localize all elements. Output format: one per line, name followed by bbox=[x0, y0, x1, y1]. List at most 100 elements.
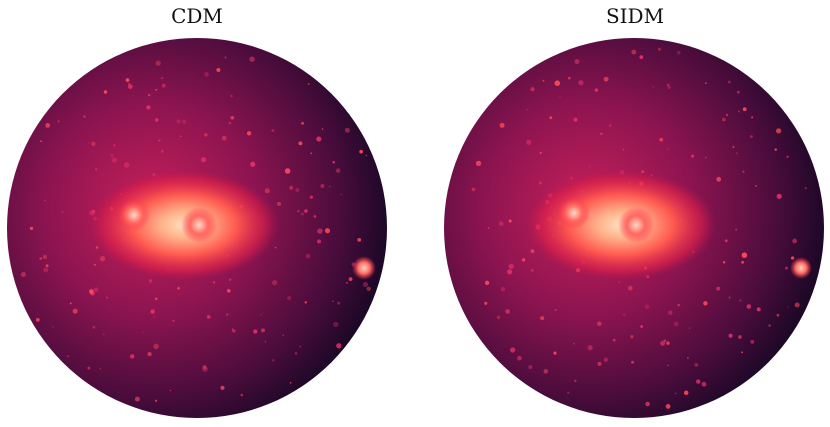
subhalo-dot bbox=[99, 368, 102, 370]
subhalo-dot bbox=[202, 365, 207, 370]
subhalo-dot bbox=[160, 149, 164, 153]
subhalo-dot bbox=[597, 361, 602, 366]
subhalo-dot bbox=[229, 278, 232, 281]
subhalo-dot bbox=[333, 321, 339, 328]
subhalo-dot bbox=[150, 309, 155, 314]
subhalo-dot bbox=[608, 124, 612, 127]
subhalo-dot bbox=[212, 281, 216, 284]
subhalo-dot bbox=[172, 319, 175, 322]
subhalo-dot bbox=[667, 364, 669, 367]
subhalo-dot bbox=[567, 391, 570, 394]
subhalo-dot bbox=[741, 351, 743, 354]
subhalo-dot bbox=[738, 335, 742, 339]
subhalo-dot bbox=[735, 152, 738, 155]
subhalo-dot bbox=[261, 328, 265, 333]
subhalo-dot bbox=[88, 142, 91, 144]
subhalo-dot bbox=[728, 333, 733, 338]
subhalo-dot bbox=[39, 257, 42, 260]
subhalo-dot bbox=[791, 256, 795, 260]
subhalo-dot bbox=[362, 281, 369, 288]
subhalo-dot bbox=[683, 390, 689, 396]
subhalo-dot bbox=[154, 399, 158, 402]
subhalo-dot bbox=[299, 345, 302, 348]
subhalo-dot bbox=[155, 88, 158, 91]
subhalo-dot bbox=[357, 238, 362, 242]
subhalo-dot bbox=[340, 193, 342, 196]
subhalo-dot bbox=[230, 94, 233, 98]
subhalo-dot bbox=[300, 212, 304, 216]
subhalo-dot bbox=[52, 326, 54, 328]
subhalo-dot bbox=[666, 83, 670, 87]
subhalo-dot bbox=[687, 357, 689, 359]
subhalo-dot bbox=[794, 302, 800, 308]
subhalo-dot bbox=[741, 252, 748, 258]
subhalo-dot bbox=[99, 255, 106, 262]
subhalo-dot bbox=[304, 301, 307, 304]
subhalo-dot bbox=[91, 141, 96, 147]
subhalo-dot bbox=[659, 137, 664, 142]
subhalo-dot bbox=[230, 116, 235, 120]
subhalo-dot bbox=[289, 381, 292, 384]
subhalo-dot bbox=[505, 309, 510, 314]
subhalo-dot bbox=[776, 193, 782, 199]
subhalo-dot bbox=[300, 121, 305, 125]
subhalo-dot bbox=[103, 90, 108, 94]
subhalo-dot bbox=[666, 341, 670, 345]
subhalo-dot bbox=[264, 341, 267, 343]
subhalo-dot bbox=[128, 82, 131, 85]
subhalo-dot bbox=[578, 80, 584, 86]
subhalo-dot bbox=[735, 228, 738, 231]
subhalo-dot bbox=[344, 127, 350, 133]
subhalo-dot bbox=[111, 157, 118, 163]
subhalo-dot bbox=[553, 351, 557, 355]
subhalo-dot bbox=[169, 389, 172, 392]
subhalo-dot bbox=[559, 95, 561, 98]
subhalo-dot bbox=[530, 87, 535, 92]
subhalo-dot bbox=[737, 110, 740, 113]
subhalo-dot bbox=[316, 136, 322, 142]
subhalo-dot bbox=[751, 116, 754, 119]
subhalo-dot bbox=[320, 183, 325, 189]
subhalo-dot bbox=[640, 325, 644, 328]
subhalo-dot bbox=[284, 168, 291, 174]
panel-title-sidm: SIDM bbox=[605, 4, 665, 28]
subhalo-dot bbox=[179, 135, 182, 138]
subhalo-dot bbox=[142, 331, 144, 334]
subhalo-dot bbox=[346, 281, 348, 284]
subhalo-dot bbox=[666, 148, 669, 150]
subhalo-dot bbox=[768, 324, 771, 327]
subhalo-dot bbox=[228, 121, 231, 125]
subhalo-dot bbox=[317, 239, 321, 244]
subhalo-dot bbox=[521, 258, 526, 262]
subhalo-dot bbox=[507, 269, 513, 275]
subhalo-dot bbox=[264, 188, 270, 194]
subhalo-dot bbox=[597, 321, 602, 327]
subhalo-dot bbox=[154, 118, 159, 122]
subhalo-dot bbox=[471, 187, 476, 192]
subhalo-dot bbox=[716, 176, 722, 182]
subhalo-dot bbox=[526, 108, 528, 111]
subhalo-dot bbox=[732, 146, 735, 149]
panel-title-cdm: CDM bbox=[171, 4, 223, 28]
subhalo-dot bbox=[660, 340, 666, 346]
subhalo-dot bbox=[728, 296, 731, 299]
subhalo-dot bbox=[554, 309, 557, 311]
subhalo-dot bbox=[705, 82, 707, 84]
subhalo-dot bbox=[688, 327, 691, 329]
subhalo-dot bbox=[105, 296, 109, 299]
subhalo-dot bbox=[359, 149, 363, 154]
subhalo-dot bbox=[125, 78, 130, 82]
subhalo-dot bbox=[220, 385, 225, 390]
subhalo-dot bbox=[203, 132, 208, 137]
subhalo-dot bbox=[20, 272, 26, 277]
subhalo-dot bbox=[309, 195, 314, 199]
subhalo-dot bbox=[206, 315, 211, 319]
subhalo-dot bbox=[588, 165, 591, 168]
subhalo-dot bbox=[627, 285, 633, 291]
subhalo-dot bbox=[741, 260, 745, 264]
subhalo-dot bbox=[305, 253, 311, 259]
subhalo-dot bbox=[549, 116, 553, 120]
subhalo-dot bbox=[517, 355, 522, 361]
subhalo-dot bbox=[618, 281, 620, 284]
subhalo-dot bbox=[594, 88, 599, 92]
